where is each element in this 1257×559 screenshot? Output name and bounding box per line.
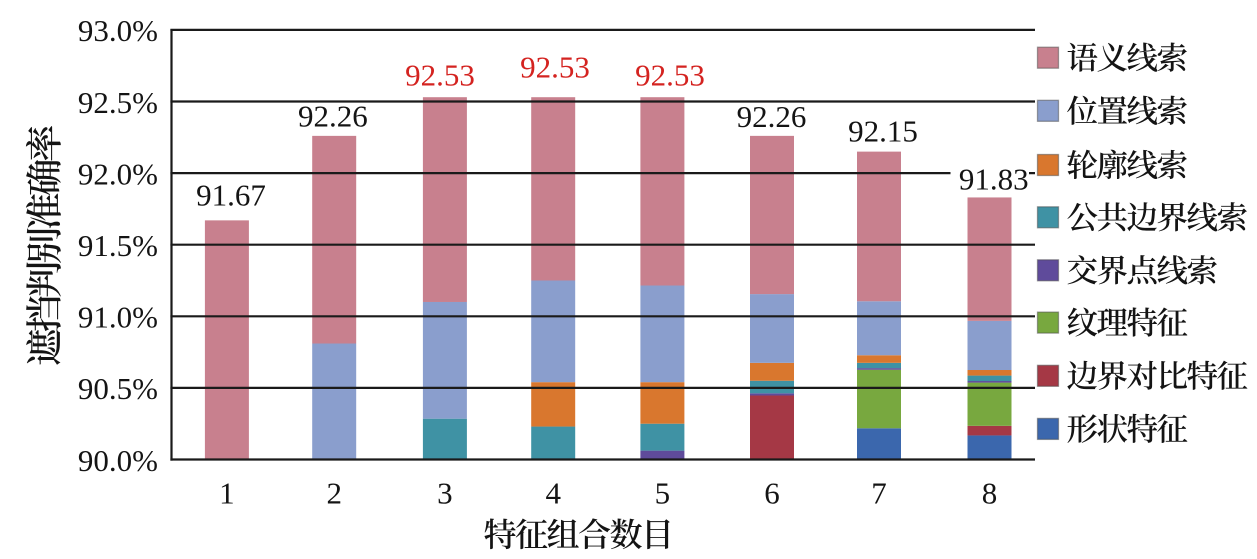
svg-text:6: 6 xyxy=(764,476,780,511)
svg-text:91.67: 91.67 xyxy=(196,178,266,213)
svg-text:2: 2 xyxy=(326,476,342,511)
svg-text:90.5%: 90.5% xyxy=(78,371,158,406)
svg-text:93.0%: 93.0% xyxy=(78,13,158,48)
svg-text:7: 7 xyxy=(871,476,887,511)
svg-text:92.53: 92.53 xyxy=(635,57,705,92)
svg-text:92.15: 92.15 xyxy=(848,113,918,148)
svg-text:5: 5 xyxy=(655,476,671,511)
svg-text:92.5%: 92.5% xyxy=(78,85,158,120)
svg-text:91.0%: 91.0% xyxy=(78,300,158,335)
svg-text:91.5%: 91.5% xyxy=(78,228,158,263)
svg-text:1: 1 xyxy=(219,476,235,511)
svg-text:92.53: 92.53 xyxy=(405,58,475,93)
svg-text:91.83: 91.83 xyxy=(959,162,1029,197)
svg-text:92.53: 92.53 xyxy=(520,50,590,85)
svg-text:3: 3 xyxy=(437,476,453,511)
svg-text:92.26: 92.26 xyxy=(298,99,368,134)
svg-text:92.26: 92.26 xyxy=(737,99,807,134)
svg-text:8: 8 xyxy=(982,476,998,511)
svg-text:4: 4 xyxy=(545,476,561,511)
svg-text:92.0%: 92.0% xyxy=(78,156,158,191)
svg-text:90.0%: 90.0% xyxy=(78,443,158,478)
